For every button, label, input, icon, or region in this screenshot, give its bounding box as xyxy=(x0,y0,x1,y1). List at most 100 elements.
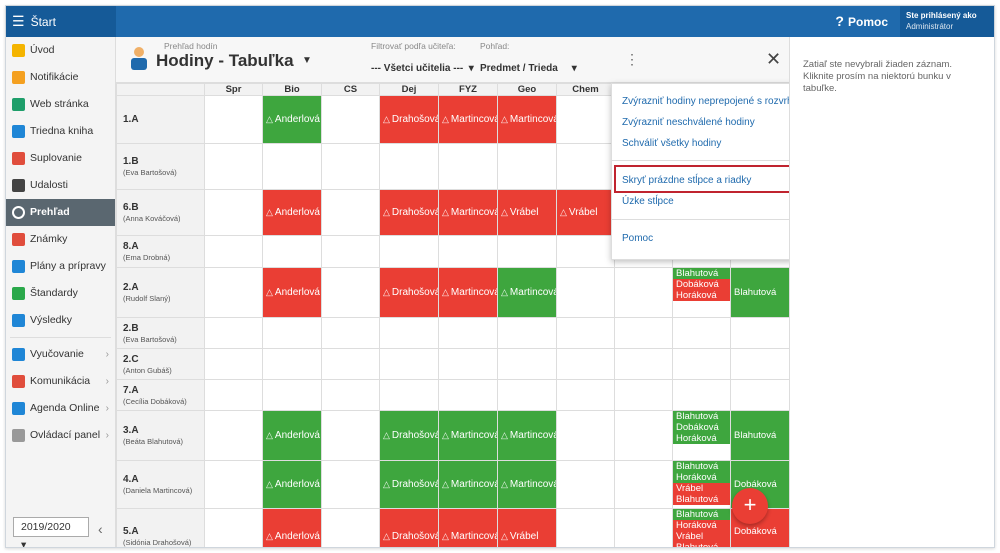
class-cell[interactable]: 4.A (Daniela Martincová) xyxy=(116,460,205,509)
lesson-cell[interactable]: Blahutová xyxy=(730,410,789,461)
lesson-cell[interactable] xyxy=(497,379,557,411)
user-info[interactable]: Ste prihlásený ako Administrátor xyxy=(900,6,994,37)
lesson-cell[interactable] xyxy=(204,189,263,236)
lesson-cell[interactable] xyxy=(556,143,615,190)
lesson-cell[interactable]: △ Martincová xyxy=(438,95,498,144)
class-cell[interactable]: 2.B (Eva Bartošová) xyxy=(116,317,205,349)
lesson-cell[interactable] xyxy=(672,379,731,411)
menu-item-help[interactable]: Pomoc xyxy=(622,233,654,244)
lesson-cell[interactable]: △ Anderlová xyxy=(262,508,322,547)
teacher-filter-select[interactable]: --- Všetci učitelia --- ▾ xyxy=(371,63,474,74)
class-cell[interactable]: 1.B (Eva Bartošová) xyxy=(116,143,205,190)
column-header[interactable]: CS xyxy=(321,83,380,96)
lesson-cell[interactable] xyxy=(438,379,498,411)
sidebar-item[interactable]: Komunikácia › xyxy=(6,368,115,395)
column-header[interactable]: Dej xyxy=(379,83,439,96)
close-icon[interactable]: ✕ xyxy=(766,49,782,69)
lesson-cell[interactable] xyxy=(262,143,322,190)
column-header[interactable]: Spr xyxy=(204,83,263,96)
sidebar-item[interactable]: Vyučovanie › xyxy=(6,341,115,368)
column-header[interactable]: Chem xyxy=(556,83,615,96)
lesson-cell[interactable] xyxy=(556,235,615,268)
lesson-cell[interactable] xyxy=(321,508,380,547)
lesson-cell[interactable] xyxy=(321,143,380,190)
lesson-cell[interactable]: △ Martincová xyxy=(497,460,557,509)
lesson-cell[interactable] xyxy=(556,267,615,318)
lesson-cell[interactable] xyxy=(204,143,263,190)
lesson-cell[interactable] xyxy=(438,317,498,349)
class-cell[interactable]: 2.A (Rudolf Slaný) xyxy=(116,267,205,318)
lesson-cell[interactable] xyxy=(497,317,557,349)
lesson-cell[interactable] xyxy=(321,235,380,268)
sidebar-item[interactable]: Plány a prípravy xyxy=(6,253,115,280)
class-cell[interactable]: 5.A (Sidónia Drahošová) xyxy=(116,508,205,547)
lesson-cell[interactable] xyxy=(614,410,673,461)
view-select[interactable]: Predmet / Trieda ▾ xyxy=(480,63,577,74)
sidebar-item[interactable]: Notifikácie xyxy=(6,64,115,91)
lesson-cell[interactable]: △ Martincová xyxy=(497,95,557,144)
lesson-cell[interactable] xyxy=(497,143,557,190)
lesson-cell[interactable] xyxy=(556,95,615,144)
column-header[interactable]: FYZ xyxy=(438,83,498,96)
lesson-cell[interactable] xyxy=(614,317,673,349)
lesson-cell[interactable] xyxy=(497,235,557,268)
lesson-cell[interactable] xyxy=(204,410,263,461)
lesson-cell[interactable] xyxy=(556,379,615,411)
lesson-cell[interactable] xyxy=(438,143,498,190)
lesson-cell[interactable] xyxy=(438,348,498,380)
sidebar-item[interactable]: Štandardy xyxy=(6,280,115,307)
lesson-cell[interactable] xyxy=(614,460,673,509)
lesson-cell[interactable]: △ Vrábel xyxy=(556,189,615,236)
school-year-select[interactable]: 2019/2020 ▾ xyxy=(13,517,89,547)
lesson-cell[interactable] xyxy=(204,267,263,318)
lesson-cell[interactable] xyxy=(438,235,498,268)
lesson-cell[interactable] xyxy=(204,460,263,509)
title-dropdown-icon[interactable]: ▼ xyxy=(302,55,312,66)
sidebar-item[interactable]: Agenda Online › xyxy=(6,395,115,422)
lesson-cell[interactable] xyxy=(204,379,263,411)
lesson-cell[interactable] xyxy=(204,317,263,349)
lesson-cell[interactable]: △ Drahošová xyxy=(379,95,439,144)
lesson-cell[interactable]: △ Martincová xyxy=(497,410,557,461)
column-header[interactable]: Geo xyxy=(497,83,557,96)
sidebar-item[interactable]: Suplovanie xyxy=(6,145,115,172)
lesson-cell[interactable] xyxy=(672,348,731,380)
lesson-cell[interactable] xyxy=(379,235,439,268)
more-options-icon[interactable]: ⋮ xyxy=(625,51,639,67)
lesson-cell[interactable]: △ Martincová xyxy=(438,267,498,318)
lesson-cell[interactable] xyxy=(321,410,380,461)
class-cell[interactable]: 8.A (Ema Drobná) xyxy=(116,235,205,268)
class-cell[interactable]: 6.B (Anna Kováčová) xyxy=(116,189,205,236)
class-cell[interactable]: 1.A xyxy=(116,95,205,144)
lesson-cell[interactable] xyxy=(614,379,673,411)
lesson-cell[interactable] xyxy=(321,460,380,509)
sidebar-item[interactable]: Triedna kniha xyxy=(6,118,115,145)
class-cell[interactable]: 7.A (Cecília Dobáková) xyxy=(116,379,205,411)
lesson-cell[interactable] xyxy=(379,143,439,190)
lesson-cell[interactable]: Blahutová xyxy=(730,267,789,318)
sidebar-item[interactable]: Web stránka xyxy=(6,91,115,118)
lesson-cell[interactable] xyxy=(556,460,615,509)
lesson-cell[interactable] xyxy=(614,267,673,318)
lesson-cell[interactable]: △ Anderlová xyxy=(262,95,322,144)
page-title[interactable]: Hodiny - Tabuľka xyxy=(156,51,294,70)
lesson-cell[interactable]: △ Drahošová xyxy=(379,410,439,461)
lesson-cell[interactable]: Blahutová Horáková Vrábel Blahutová xyxy=(672,460,731,509)
sidebar-item[interactable]: Prehľad xyxy=(6,199,115,226)
lesson-cell[interactable]: △ Martincová xyxy=(497,267,557,318)
lesson-cell[interactable] xyxy=(379,317,439,349)
lesson-cell[interactable]: △ Anderlová xyxy=(262,410,322,461)
lesson-cell[interactable]: △ Anderlová xyxy=(262,267,322,318)
lesson-cell[interactable] xyxy=(379,379,439,411)
sidebar-item[interactable]: Ovládací panel › xyxy=(6,422,115,449)
lesson-cell[interactable] xyxy=(556,348,615,380)
lesson-cell[interactable] xyxy=(321,95,380,144)
menu-item-hide-empty[interactable]: Skryť prázdne stĺpce a riadky xyxy=(622,175,752,186)
column-header[interactable]: Bio xyxy=(262,83,322,96)
lesson-cell[interactable]: BlahutováHorákováVrábelBlahutováBlahutov… xyxy=(672,508,731,547)
lesson-cell[interactable] xyxy=(262,235,322,268)
lesson-cell[interactable] xyxy=(730,317,789,349)
menu-item-approve-all[interactable]: Schváliť všetky hodiny xyxy=(622,138,722,149)
menu-item-narrow-columns[interactable]: Úzke stĺpce xyxy=(622,196,674,207)
lesson-cell[interactable] xyxy=(672,317,731,349)
